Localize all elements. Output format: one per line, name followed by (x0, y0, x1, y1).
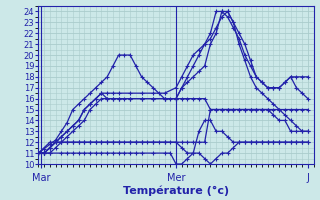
X-axis label: Température (°c): Température (°c) (123, 186, 229, 196)
